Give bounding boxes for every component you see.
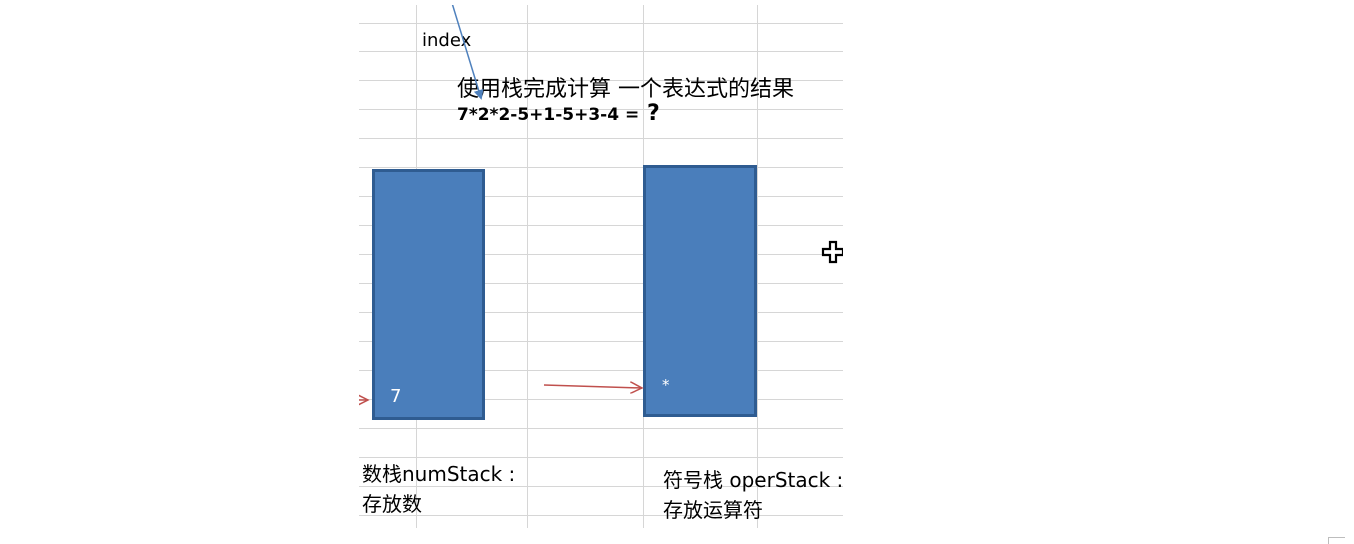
grid-row-line [359,283,843,284]
grid-row-line [359,457,843,458]
oper-stack-description: 存放运算符 [663,498,763,522]
grid-row-line [359,515,843,516]
num-stack-caption: 数栈numStack : [362,462,516,486]
grid-row-line [359,196,843,197]
grid-row-line [359,51,843,52]
index-pointer-arrow [451,5,484,100]
move-cursor-icon [821,240,843,264]
grid-column-line [527,5,528,528]
grid-row-line [359,254,843,255]
grid-row-line [359,312,843,313]
num-stack-box: 7 [372,169,485,420]
diagram-title: 使用栈完成计算 一个表达式的结果 [457,77,794,102]
grid-row-line [359,370,843,371]
oper-stack-top-value: * [662,376,670,394]
grid-row-line [359,399,843,400]
grid-row-line [359,23,843,24]
num-stack-top-value: 7 [390,386,402,407]
num-stack-description: 存放数 [362,492,422,516]
grid-column-line [757,5,758,528]
oper-stack-box: * [643,165,757,417]
grid-row-line [359,486,843,487]
index-label: index [422,30,472,51]
expression-text: 7*2*2-5+1-5+3-4 = [457,105,640,125]
resize-handle[interactable] [1328,537,1345,544]
grid-row-line [359,225,843,226]
grid-row-line [359,109,843,110]
grid-row-line [359,167,843,168]
arrows-layer [359,5,843,528]
spreadsheet-canvas: 7 * index 使用栈完成计算 一个表达式的结果 7*2*2-5+1-5+3… [359,5,843,528]
oper-stack-caption: 符号栈 operStack : [663,468,843,492]
grid-row-line [359,341,843,342]
grid-row-line [359,428,843,429]
question-mark: ? [647,101,660,126]
grid-row-line [359,138,843,139]
grid-row-line [359,80,843,81]
oper-stack-push-arrow [543,385,642,388]
